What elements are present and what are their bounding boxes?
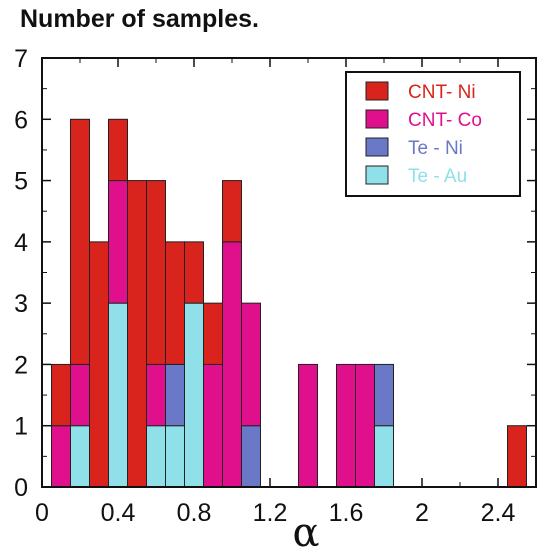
y-tick-label: 3 <box>14 290 28 318</box>
y-tick-label: 1 <box>14 413 28 441</box>
bar-segment <box>51 363 71 427</box>
legend-swatch <box>365 165 389 185</box>
x-tick-label: 1.2 <box>253 499 288 527</box>
bar-segment <box>222 241 242 488</box>
bar-segment <box>108 180 128 304</box>
y-tick-label: 6 <box>14 106 28 134</box>
legend-swatch <box>365 137 389 157</box>
bar-segment <box>165 425 185 488</box>
y-tick-label: 2 <box>14 351 28 379</box>
legend-label: Te - Au <box>408 166 467 187</box>
bar-segment <box>127 180 147 488</box>
bar-segment <box>146 363 166 427</box>
bar-segment <box>70 118 90 365</box>
x-axis-label: α <box>292 510 319 556</box>
y-tick-label: 5 <box>14 168 28 196</box>
bar-segment <box>146 180 166 365</box>
bar-segment <box>70 425 90 488</box>
bar-segment <box>203 363 223 488</box>
y-tick-label: 4 <box>14 229 28 257</box>
x-tick-label: 0.8 <box>177 499 212 527</box>
legend-swatch <box>365 81 389 101</box>
y-tick-label: 0 <box>14 474 28 502</box>
legend-label: Te - Ni <box>408 138 463 159</box>
bar-segment <box>184 302 204 488</box>
bar-segment <box>241 302 261 427</box>
legend-label: CNT- Ni <box>408 82 476 103</box>
bar-segment <box>241 425 261 488</box>
legend-swatch <box>365 109 389 129</box>
x-tick-label: 2 <box>415 499 429 527</box>
bar-segment <box>298 363 318 488</box>
bar-segment <box>374 425 394 488</box>
bar-segment <box>89 241 109 488</box>
bar-segment <box>70 363 90 427</box>
bar-segment <box>108 118 128 182</box>
chart-title: Number of samples. <box>20 5 259 33</box>
bar-segment <box>108 302 128 488</box>
bars <box>51 118 527 488</box>
bar-segment <box>203 302 223 365</box>
bar-segment <box>184 241 204 304</box>
legend: CNT- Ni CNT- Co Te - Ni Te - Au <box>345 71 521 197</box>
legend-label: CNT- Co <box>408 110 482 131</box>
bar-segment <box>355 363 375 488</box>
x-tick-label: 1.6 <box>329 499 364 527</box>
x-tick-labels: 0 0.4 0.8 1.2 1.6 2 2.4 <box>35 499 515 527</box>
bar-segment <box>146 425 166 488</box>
bar-segment <box>222 180 242 243</box>
x-tick-label: 0.4 <box>101 499 136 527</box>
bar-segment <box>336 363 356 488</box>
plot-frame <box>41 57 537 488</box>
bar-segment <box>507 425 527 488</box>
bar-segment <box>165 241 185 365</box>
x-tick-label: 2.4 <box>481 499 516 527</box>
bar-segment <box>374 363 394 427</box>
y-tick-labels: 0 1 2 3 4 5 6 7 <box>14 45 28 502</box>
bar-segment <box>51 425 71 488</box>
y-tick-label: 7 <box>14 45 28 73</box>
bar-segment <box>165 363 185 427</box>
x-tick-label: 0 <box>35 499 49 527</box>
